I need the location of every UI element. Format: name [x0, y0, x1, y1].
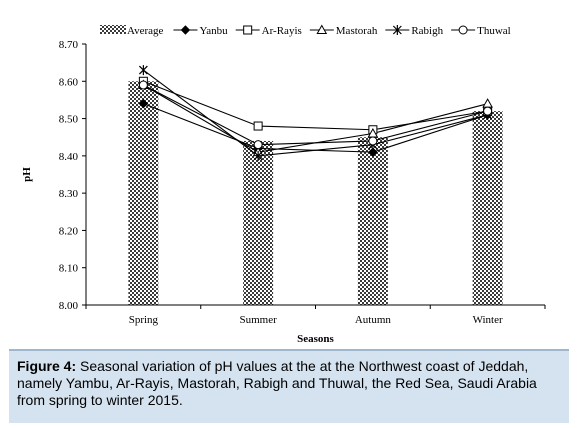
legend-item-average: Average: [100, 25, 164, 37]
series-line-ar-rayis: [143, 80, 488, 131]
series-line-mastorah: [143, 84, 488, 153]
y-tick-label: 8.60: [59, 76, 79, 88]
point-thuwal-autumn: [368, 136, 378, 146]
y-tick-label: 8.10: [59, 263, 79, 275]
x-axis-label: Seasons: [297, 333, 334, 345]
legend: Average Yanbu Ar-Rayis Mastorah Rabigh Thuwal: [100, 24, 511, 37]
bar-average-autumn: [357, 137, 388, 305]
legend-marker-thuwal: [458, 25, 468, 35]
point-thuwal-summer: [253, 140, 263, 150]
caption-label: Figure 4:: [17, 358, 77, 374]
legend-label-mastorah: Mastorah: [336, 25, 378, 37]
legend-label-thuwal: Thuwal: [477, 25, 511, 37]
caption-text: Seasonal variation of pH values at the a…: [17, 358, 537, 408]
y-tick-label: 8.70: [59, 39, 79, 51]
y-tick-label: 8.00: [59, 300, 79, 312]
point-rabigh-summer: [253, 150, 263, 161]
legend-marker-mastorah: [316, 24, 328, 34]
plot-area: 8.00 8.10 8.20 8.30 8.40 8.50 8.60 8.70 Spring Su…: [59, 39, 546, 326]
bar-average-winter: [472, 111, 503, 305]
point-thuwal-spring: [138, 80, 148, 90]
x-tick-label: Summer: [239, 314, 277, 326]
series-line-thuwal: [143, 84, 488, 146]
y-tick-label: 8.50: [59, 114, 79, 126]
y-tick-label: 8.30: [59, 188, 79, 200]
bar-average-summer: [243, 140, 274, 305]
legend-marker-ar-rayis: [243, 25, 253, 35]
legend-label-rabigh: Rabigh: [411, 25, 443, 37]
y-axis-label: pH: [21, 167, 33, 182]
legend-item-thuwal: Thuwal: [451, 25, 511, 37]
point-rabigh-spring: [138, 65, 148, 76]
point-ar-rayis-summer: [253, 121, 263, 131]
figure-caption: Figure 4: Seasonal variation of pH value…: [9, 349, 569, 423]
legend-label-average: Average: [127, 25, 164, 37]
legend-item-ar-rayis: Ar-Rayis: [235, 25, 302, 37]
legend-marker-yanbu: [180, 25, 191, 35]
legend-swatch-average: [100, 25, 126, 34]
point-thuwal-winter: [483, 106, 493, 116]
y-tick-label: 8.20: [59, 225, 79, 237]
point-yanbu-autumn: [368, 147, 378, 157]
legend-item-mastorah: Mastorah: [309, 24, 378, 37]
chart: Average Yanbu Ar-Rayis Mastorah Rabigh Thuwal…: [21, 24, 546, 345]
point-mastorah-winter: [482, 98, 493, 108]
legend-marker-rabigh: [392, 25, 402, 35]
point-yanbu-spring: [138, 98, 149, 109]
x-tick-label: Winter: [473, 314, 503, 326]
y-tick-label: 8.40: [59, 151, 79, 163]
legend-label-yanbu: Yanbu: [199, 25, 228, 37]
series-line-rabigh: [143, 69, 488, 157]
x-tick-label: Spring: [129, 314, 159, 326]
bar-average-spring: [128, 81, 159, 306]
x-tick-label: Autumn: [355, 314, 392, 326]
legend-label-ar-rayis: Ar-Rayis: [262, 25, 302, 37]
legend-item-rabigh: Rabigh: [385, 25, 444, 37]
legend-item-yanbu: Yanbu: [173, 25, 228, 37]
